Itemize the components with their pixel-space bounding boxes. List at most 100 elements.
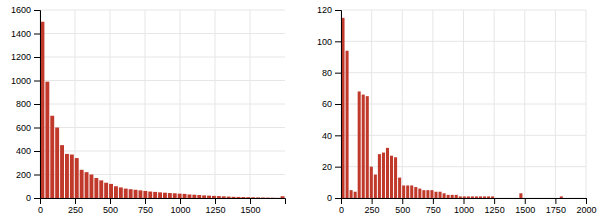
x-tick-label: 250 <box>365 205 380 215</box>
histogram-bar <box>434 192 437 198</box>
histogram-bar <box>422 190 425 198</box>
panel: 0250500750100012501500020040060080010001… <box>11 5 286 215</box>
histogram-bar <box>507 198 510 199</box>
y-tick: 400 <box>16 146 40 156</box>
histogram-bar <box>114 186 118 198</box>
x-tick: 1500 <box>515 198 535 215</box>
histogram-bar <box>358 91 361 198</box>
x-axis-line <box>342 199 587 205</box>
histogram-bar <box>55 128 59 199</box>
y-tick: 1400 <box>11 29 40 39</box>
histogram-bar <box>471 196 474 198</box>
histogram-bar <box>430 190 433 198</box>
histogram-bar <box>362 95 365 198</box>
grid-line-y <box>341 104 586 105</box>
x-tick-label: 1000 <box>454 205 474 215</box>
histogram-bar <box>418 189 421 198</box>
histogram-bar <box>124 189 128 198</box>
y-tick-mark <box>335 104 341 105</box>
x-tick-label: 750 <box>426 205 441 215</box>
histogram-bar <box>527 198 530 199</box>
histogram-bar <box>378 154 381 198</box>
grid-line-y <box>341 72 586 73</box>
x-tick-mark <box>525 198 526 204</box>
grid-line-y <box>40 33 285 34</box>
y-tick-label: 400 <box>16 146 31 156</box>
grid <box>341 10 586 198</box>
x-tick-mark <box>464 198 465 204</box>
histogram-bar <box>266 197 270 198</box>
histogram-bar <box>479 196 482 198</box>
grid-line-y <box>40 10 285 11</box>
histogram-bar <box>202 195 206 198</box>
y-tick: 800 <box>16 99 40 109</box>
x-tick-label: 1250 <box>485 205 505 215</box>
y-tick-label: 60 <box>322 99 332 109</box>
x-tick-label: 0 <box>339 205 344 215</box>
histogram-bar <box>281 196 285 198</box>
histogram-bar <box>443 193 446 198</box>
histogram-bar <box>139 190 143 198</box>
x-tick: 1250 <box>205 198 225 215</box>
histogram-bar <box>463 196 466 198</box>
histogram-bar <box>109 184 113 198</box>
x-tick: 1000 <box>170 198 190 215</box>
histogram-bar <box>222 196 226 198</box>
histogram-bar <box>60 145 64 198</box>
histogram-bar <box>366 96 369 198</box>
x-tick: 500 <box>103 198 118 215</box>
histogram-bar <box>163 193 167 198</box>
histogram-bar <box>544 198 547 199</box>
x-tick-mark <box>110 198 111 204</box>
histogram-bar <box>45 82 49 198</box>
histogram-bar <box>134 190 138 198</box>
y-tick-label: 1200 <box>11 52 31 62</box>
histogram-bar <box>552 198 555 199</box>
grid-line-y <box>341 41 586 42</box>
histogram-bar <box>104 183 108 198</box>
histogram-bar <box>251 197 255 198</box>
y-tick-label: 80 <box>322 68 332 78</box>
y-tick-mark <box>335 135 341 136</box>
y-tick-mark <box>335 167 341 168</box>
histogram-bar <box>483 196 486 198</box>
y-tick: 600 <box>16 123 40 133</box>
histogram-bar <box>511 198 514 199</box>
y-tick: 20 <box>322 162 341 172</box>
x-tick: 2000 <box>576 198 596 215</box>
histogram-bar <box>178 194 182 198</box>
y-tick-label: 0 <box>26 193 31 203</box>
histogram-bar <box>50 116 54 198</box>
y-tick-label: 20 <box>322 162 332 172</box>
x-tick: 0 <box>339 198 344 215</box>
y-axis-line <box>335 11 342 199</box>
y-tick-mark <box>335 198 341 199</box>
histogram-bar <box>548 198 551 199</box>
y-tick: 1000 <box>11 76 40 86</box>
x-axis-line <box>41 199 286 205</box>
histogram-bar <box>531 198 534 199</box>
x-tick-label: 0 <box>38 205 43 215</box>
x-tick-label: 1250 <box>205 205 225 215</box>
histogram-bar <box>487 196 490 198</box>
chart-svg: 0250500750100012501500020040060080010001… <box>0 0 602 220</box>
x-tick-label: 1500 <box>240 205 260 215</box>
bars <box>41 22 285 198</box>
histogram-bar <box>217 196 221 198</box>
histogram-bar <box>65 154 69 198</box>
histogram-bar <box>276 197 280 198</box>
y-tick-mark <box>34 34 40 35</box>
x-tick-mark <box>555 198 556 204</box>
y-tick-mark <box>34 104 40 105</box>
histogram-bar <box>515 198 518 199</box>
histogram-bar <box>256 197 260 198</box>
x-tick-label: 750 <box>138 205 153 215</box>
histogram-bar <box>119 187 123 198</box>
histogram-bar <box>499 198 502 199</box>
x-tick-label: 250 <box>68 205 83 215</box>
histogram-bar <box>85 172 89 198</box>
x-tick: 1000 <box>454 198 474 215</box>
x-tick-mark <box>586 198 587 204</box>
y-tick: 60 <box>322 99 341 109</box>
grid-line-y <box>40 127 285 128</box>
